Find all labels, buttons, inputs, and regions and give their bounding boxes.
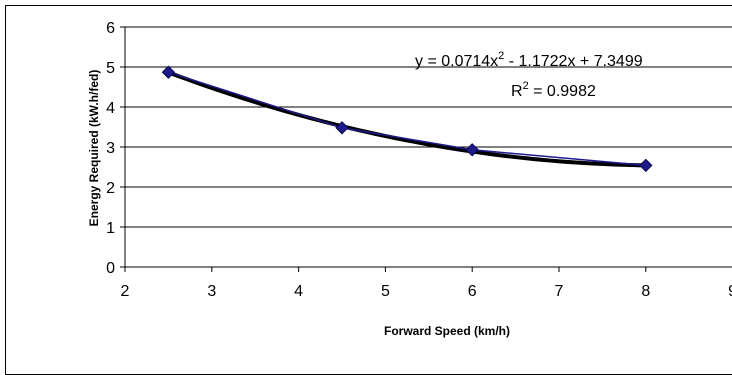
equation-exponent: 2 [498, 50, 504, 62]
y-tick-label-4: 4 [106, 100, 115, 117]
y-tick-label-6: 6 [106, 20, 115, 37]
x-tick-label-9: 9 [728, 283, 732, 300]
x-tick-label-2: 2 [121, 283, 130, 300]
x-tick-label-6: 6 [468, 283, 477, 300]
y-tick-label-3: 3 [106, 140, 115, 157]
r2-exponent: 2 [523, 80, 529, 92]
tick-labels: 0 1 2 3 4 5 6 2 3 4 5 6 7 8 9 [106, 20, 732, 300]
y-tick-label-0: 0 [106, 260, 115, 277]
r-squared-label: R2 = 0.9982 [511, 80, 596, 100]
x-tick-label-4: 4 [294, 283, 303, 300]
trendline-equation: y = 0.0714x2 - 1.1722x + 7.3499 [415, 50, 643, 70]
axes [120, 26, 732, 272]
data-point-2 [335, 121, 349, 135]
data-point-1 [161, 65, 176, 79]
x-tick-label-5: 5 [381, 283, 390, 300]
x-tick-label-7: 7 [555, 283, 564, 300]
x-tick-label-3: 3 [207, 283, 216, 300]
data-point-4 [639, 158, 653, 173]
y-tick-label-5: 5 [106, 60, 115, 77]
y-tick-label-2: 2 [106, 180, 115, 197]
x-axis-title: Forward Speed (km/h) [384, 324, 510, 338]
series-line [168, 71, 646, 167]
trendline-layer [166, 70, 648, 168]
equation-suffix: - 1.1722x + 7.3499 [504, 53, 642, 70]
y-tick-label-1: 1 [106, 220, 115, 237]
series-layer [161, 65, 653, 173]
r2-suffix: = 0.9982 [529, 83, 596, 100]
equation-prefix: y = 0.0714x [415, 53, 498, 70]
y-axis-title: Energy Required (kW.h/fed) [87, 70, 101, 227]
grid-lines [125, 26, 732, 228]
x-tick-label-8: 8 [641, 283, 650, 300]
trendline [166, 70, 648, 168]
data-point-3 [465, 143, 479, 157]
r2-prefix: R [511, 83, 523, 100]
